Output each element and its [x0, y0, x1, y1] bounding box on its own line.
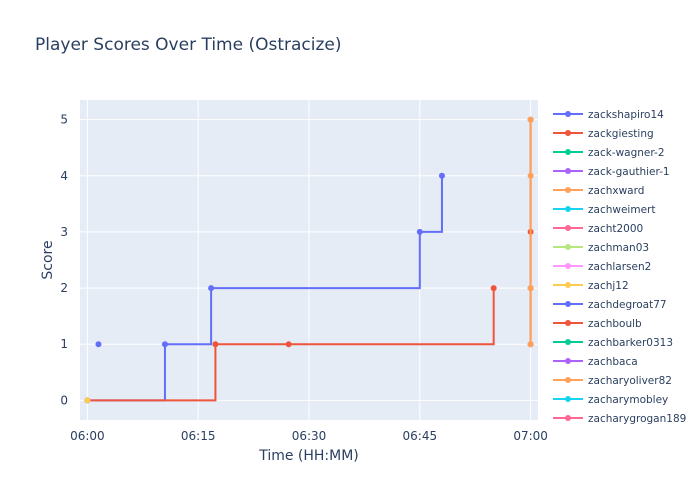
x-tick-label: 06:15 — [181, 429, 216, 443]
legend-marker-zacht2000 — [565, 225, 571, 231]
data-point-zacharyoliver82 — [528, 341, 534, 347]
y-tick-label: 4 — [60, 169, 68, 183]
legend-label: zachlarsen2 — [588, 261, 651, 273]
legend-label: zachweimert — [588, 204, 655, 216]
legend-marker-zack-wagner-2 — [565, 149, 571, 155]
x-tick-label: 06:45 — [403, 429, 438, 443]
legend-label: zacharymobley — [588, 394, 668, 406]
data-point-zacharyoliver82 — [528, 173, 534, 179]
y-tick-label: 0 — [60, 393, 68, 407]
legend-label: zackshapiro14 — [588, 109, 664, 121]
legend-label: zachman03 — [588, 242, 649, 254]
legend-label: zack-wagner-2 — [588, 147, 665, 159]
legend-marker-zacharymobley — [565, 396, 571, 402]
legend-label: zackgiesting — [588, 128, 654, 140]
x-tick-label: 07:00 — [513, 429, 548, 443]
legend-label: zacharyoliver82 — [588, 375, 672, 387]
data-point-zacharyoliver82 — [528, 117, 534, 123]
legend-marker-zachlarsen2 — [565, 263, 571, 269]
data-point-zacharyoliver82 — [528, 285, 534, 291]
data-point-zackshapiro14 — [162, 341, 168, 347]
data-point-zackgiesting — [212, 341, 218, 347]
legend-marker-zachxward — [565, 187, 571, 193]
legend-label: zack-gauthier-1 — [588, 166, 670, 178]
x-axis: 06:00 06:15 06:30 06:45 07:00 — [70, 429, 548, 443]
x-axis-title: Time (HH:MM) — [258, 448, 359, 464]
chart-title: Player Scores Over Time (Ostracize) — [35, 35, 342, 55]
legend-label: zachdegroat77 — [588, 299, 667, 311]
legend-marker-zachweimert — [565, 206, 571, 212]
legend-label: zachj12 — [588, 280, 629, 292]
y-tick-label: 2 — [60, 281, 68, 295]
data-point-zackshapiro14 — [208, 285, 214, 291]
legend-marker-zachman03 — [565, 244, 571, 250]
data-point-zachj12 — [84, 397, 90, 403]
legend-marker-zacharygrogan189 — [565, 415, 571, 421]
legend-marker-zackgiesting — [565, 130, 571, 136]
legend: zackshapiro14 zackgiesting zack-wagner-2 za… — [553, 109, 686, 425]
legend-marker-zacharyoliver82 — [565, 377, 571, 383]
legend-label: zachxward — [588, 185, 644, 197]
y-tick-label: 3 — [60, 225, 68, 239]
legend-marker-zachj12 — [565, 282, 571, 288]
legend-label: zachbarker0313 — [588, 337, 673, 349]
y-axis-title: Score — [40, 240, 56, 279]
legend-marker-zack-gauthier-1 — [565, 168, 571, 174]
x-tick-label: 06:30 — [292, 429, 327, 443]
data-point-zackgiesting — [491, 285, 497, 291]
legend-label: zachboulb — [588, 318, 642, 330]
legend-marker-zachbaca — [565, 358, 571, 364]
legend-label: zachbaca — [588, 356, 638, 368]
legend-marker-zackshapiro14 — [565, 111, 571, 117]
data-point-zackgiesting — [286, 341, 292, 347]
y-axis: 0 1 2 3 4 5 — [60, 113, 68, 408]
data-point-zachdegroat77 — [95, 341, 101, 347]
legend-label: zacharygrogan189 — [588, 413, 686, 425]
legend-marker-zachbarker0313 — [565, 339, 571, 345]
y-tick-label: 5 — [60, 113, 68, 127]
x-tick-label: 06:00 — [70, 429, 105, 443]
legend-label: zacht2000 — [588, 223, 643, 235]
data-point-zackshapiro14 — [417, 229, 423, 235]
legend-marker-zachboulb — [565, 320, 571, 326]
data-point-zackshapiro14 — [439, 173, 445, 179]
legend-marker-zachdegroat77 — [565, 301, 571, 307]
y-tick-label: 1 — [60, 337, 68, 351]
